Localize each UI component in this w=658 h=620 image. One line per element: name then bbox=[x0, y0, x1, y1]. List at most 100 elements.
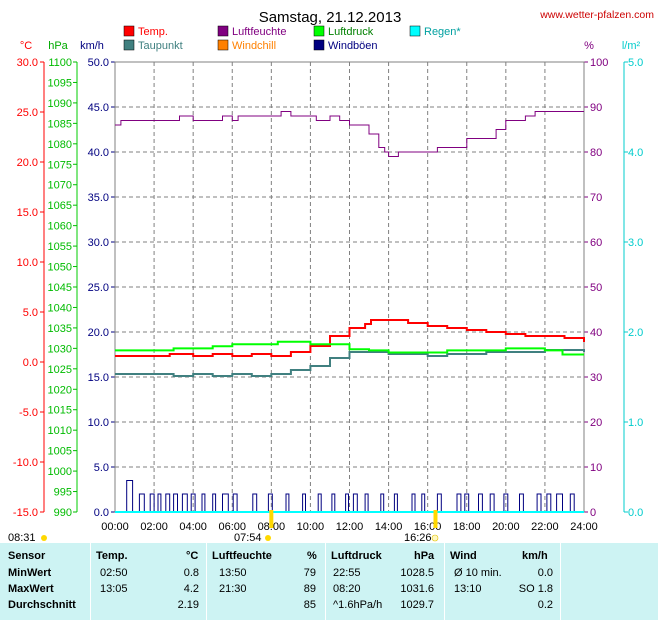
wind-time: 13:10 bbox=[454, 583, 482, 595]
moon-icon bbox=[431, 534, 439, 542]
x-tick-label: 10:00 bbox=[297, 521, 325, 533]
humidity-tick-label: 10 bbox=[590, 462, 602, 474]
wind-tick-label: 15.0 bbox=[88, 372, 109, 384]
temp-time: 02:50 bbox=[100, 567, 128, 579]
temp-tick-label: 0.0 bbox=[23, 357, 38, 369]
separator bbox=[90, 543, 91, 620]
stats-row-label: Durchschnitt bbox=[8, 599, 76, 611]
temp-tick-label: 15.0 bbox=[17, 207, 38, 219]
statistics-table: Sensor Temp. °C Luftfeuchte % Luftdruck … bbox=[0, 543, 658, 620]
temp-unit: °C bbox=[186, 550, 199, 562]
legend-label: Regen* bbox=[424, 26, 461, 38]
separator bbox=[325, 543, 326, 620]
series-lines bbox=[115, 111, 585, 513]
pressure-tick-label: 995 bbox=[54, 487, 72, 499]
pressure-tick-label: 1090 bbox=[48, 98, 72, 110]
legend-label: Taupunkt bbox=[138, 40, 183, 52]
temp-tick-label: 5.0 bbox=[23, 307, 38, 319]
x-tick-label: 06:00 bbox=[218, 521, 246, 533]
sunset-time: 16:26 bbox=[404, 532, 432, 543]
pressure-time: 22:55 bbox=[333, 567, 361, 579]
wind-unit: km/h bbox=[522, 550, 548, 562]
sun-icon bbox=[41, 535, 47, 541]
wind-unit-label: km/h bbox=[80, 40, 104, 52]
x-tick-label: 14:00 bbox=[375, 521, 403, 533]
temp-tick-label: -15.0 bbox=[13, 507, 38, 519]
rain-tick-label: 4.0 bbox=[628, 147, 643, 159]
x-tick-label: 12:00 bbox=[336, 521, 364, 533]
pressure-tick-label: 1055 bbox=[48, 241, 72, 253]
humidity-value: 79 bbox=[303, 567, 316, 579]
pressure-value: 1028.5 bbox=[400, 567, 434, 579]
humidity-tick-label: 90 bbox=[590, 102, 602, 114]
humidity-time: 21:30 bbox=[219, 583, 247, 595]
pressure-tick-label: 1010 bbox=[48, 425, 72, 437]
pressure-tick-label: 1060 bbox=[48, 221, 72, 233]
series-line-luftdruck bbox=[115, 340, 584, 356]
temp-unit-label: °C bbox=[20, 40, 32, 52]
stats-row: MaxWert 13:05 4.2 21:30 89 08:20 1031.6 13:10 SO… bbox=[0, 582, 658, 597]
pressure-tick-label: 1080 bbox=[48, 139, 72, 151]
sun-marker bbox=[433, 510, 438, 528]
rain-tick-label: 5.0 bbox=[628, 57, 643, 69]
rain-unit-label: l/m² bbox=[622, 40, 641, 52]
legend-label: Luftfeuchte bbox=[232, 26, 286, 38]
rain-tick-label: 2.0 bbox=[628, 327, 643, 339]
humidity-time: 13:50 bbox=[219, 567, 247, 579]
legend-swatch bbox=[313, 25, 325, 37]
wind-tick-label: 45.0 bbox=[88, 102, 109, 114]
temp-tick-label: 10.0 bbox=[17, 257, 38, 269]
legend-label: Windchill bbox=[232, 40, 276, 52]
pressure-tick-label: 1085 bbox=[48, 118, 72, 130]
wind-tick-label: 25.0 bbox=[88, 282, 109, 294]
wind-tick-label: 30.0 bbox=[88, 237, 109, 249]
stats-row: Durchschnitt 2.19 85 ^1.6hPa/h 1029.7 0.2 bbox=[0, 598, 658, 613]
temp-tick-label: 20.0 bbox=[17, 157, 38, 169]
pressure-time: ^1.6hPa/h bbox=[333, 599, 383, 611]
wind-value: 0.0 bbox=[537, 567, 553, 579]
humidity-unit-label: % bbox=[584, 40, 594, 52]
pressure-tick-label: 1035 bbox=[48, 323, 72, 335]
pressure-tick-label: 1040 bbox=[48, 302, 72, 314]
stats-header-row: Sensor Temp. °C Luftfeuchte % Luftdruck … bbox=[0, 549, 658, 564]
humidity-tick-label: 60 bbox=[590, 237, 602, 249]
x-tick-label: 20:00 bbox=[492, 521, 520, 533]
series-line-luftfeuchte bbox=[115, 111, 584, 157]
pressure-value: 1029.7 bbox=[400, 599, 434, 611]
axis-units: °C hPa km/h% l/m² bbox=[20, 40, 641, 52]
temp-tick-label: 25.0 bbox=[17, 107, 38, 119]
temp-tick-label: 30.0 bbox=[17, 57, 38, 69]
legend-swatch bbox=[123, 39, 135, 51]
humidity-header: Luftfeuchte bbox=[212, 550, 272, 562]
x-tick-label: 18:00 bbox=[453, 521, 481, 533]
stats-row-label: MinWert bbox=[8, 567, 52, 579]
x-tick-label: 02:00 bbox=[140, 521, 168, 533]
wind-tick-label: 40.0 bbox=[88, 147, 109, 159]
wind-tick-label: 50.0 bbox=[88, 57, 109, 69]
temp-tick-label: -10.0 bbox=[13, 457, 38, 469]
pressure-tick-label: 1065 bbox=[48, 200, 72, 212]
pressure-header: Luftdruck bbox=[331, 550, 382, 562]
rain-tick-label: 1.0 bbox=[628, 417, 643, 429]
pressure-tick-label: 1045 bbox=[48, 282, 72, 294]
pressure-tick-label: 1075 bbox=[48, 159, 72, 171]
wind-header: Wind bbox=[450, 550, 477, 562]
legend-swatch bbox=[123, 25, 135, 37]
pressure-tick-label: 1000 bbox=[48, 466, 72, 478]
humidity-tick-label: 80 bbox=[590, 147, 602, 159]
x-tick-label: 22:00 bbox=[531, 521, 559, 533]
humidity-unit: % bbox=[307, 550, 317, 562]
pressure-tick-label: 1015 bbox=[48, 405, 72, 417]
humidity-tick-label: 100 bbox=[590, 57, 608, 69]
sensor-header: Sensor bbox=[8, 550, 46, 562]
x-tick-label: 24:00 bbox=[570, 521, 598, 533]
legend-label: Windböen bbox=[328, 40, 378, 52]
x-axis-ticks: 00:0002:0004:0006:0008:0010:0012:0014:00… bbox=[101, 521, 598, 533]
wind-tick-label: 10.0 bbox=[88, 417, 109, 429]
pressure-tick-label: 1025 bbox=[48, 364, 72, 376]
temp-time: 13:05 bbox=[100, 583, 128, 595]
wind-tick-label: 35.0 bbox=[88, 192, 109, 204]
rain-tick-label: 3.0 bbox=[628, 237, 643, 249]
temp-value: 2.19 bbox=[177, 599, 199, 611]
axes: 30.0 25.0 20.0 15.0 10.0 5.0 0.0 -5.0 -10.0 -15.0… bbox=[13, 57, 643, 519]
